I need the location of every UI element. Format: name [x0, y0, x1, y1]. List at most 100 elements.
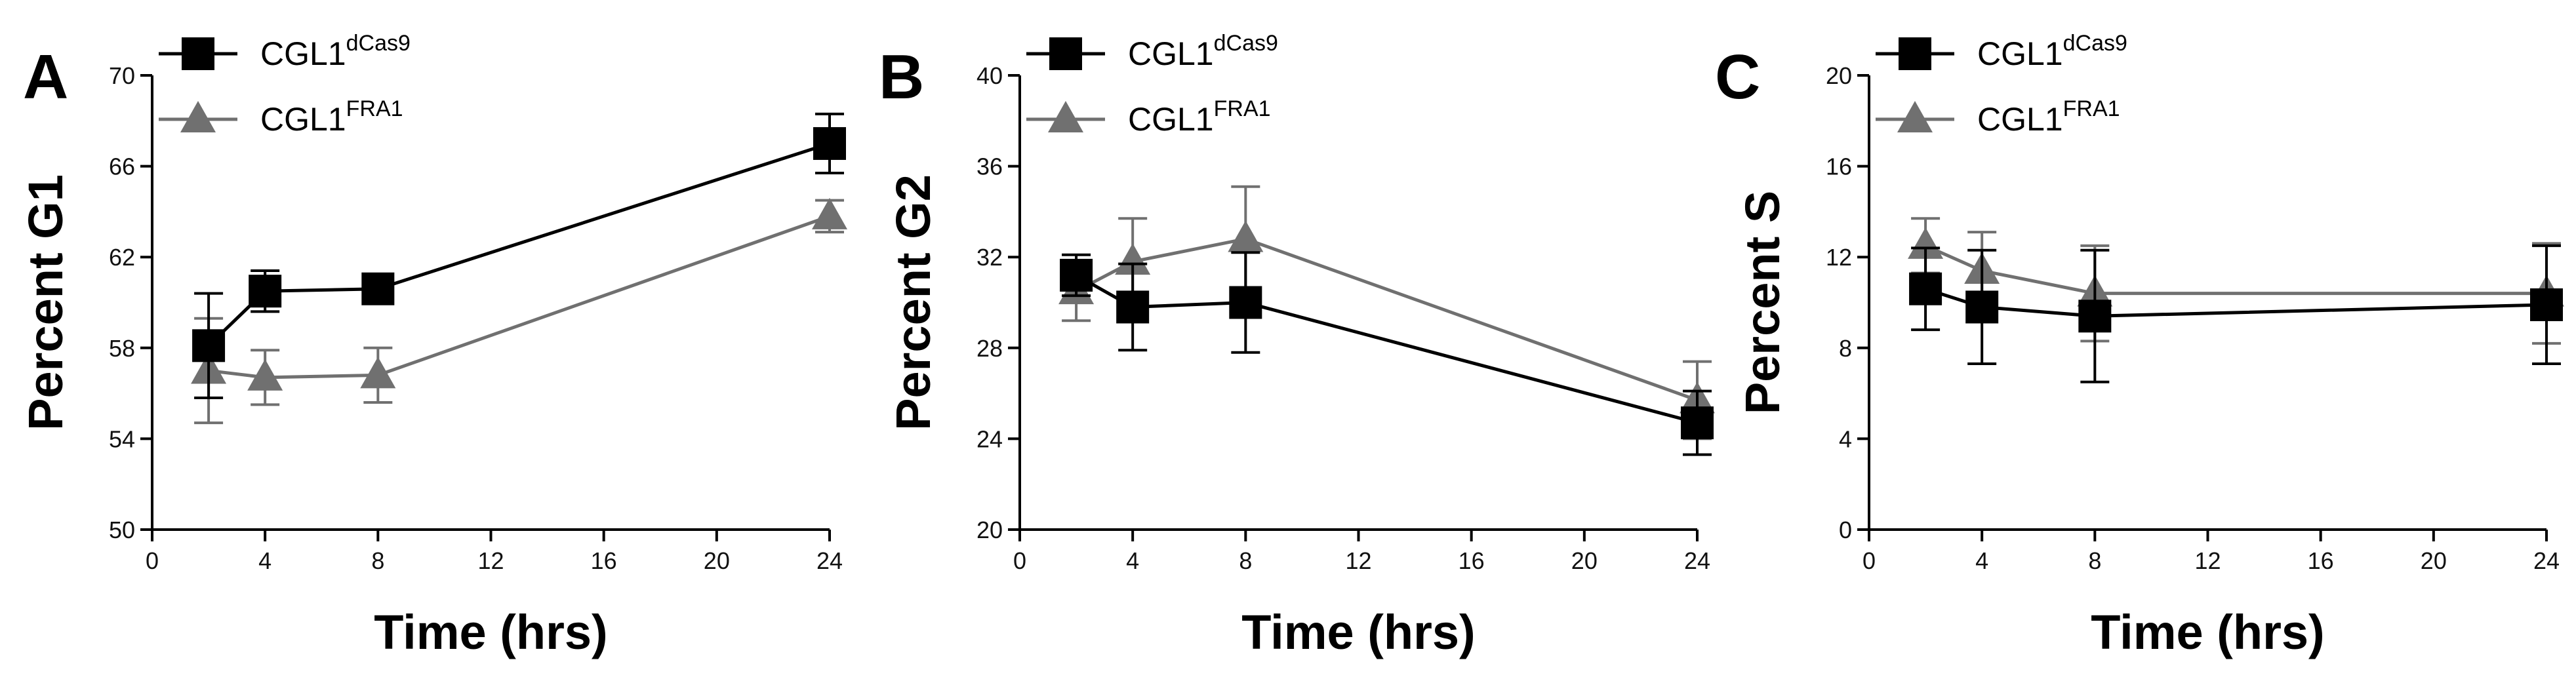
data-point-triangle	[812, 197, 847, 229]
y-tick-label: 66	[109, 153, 135, 180]
data-point-square	[2530, 288, 2563, 321]
x-tick-label: 20	[704, 547, 730, 574]
legend-label-name: CGL1	[1977, 35, 2063, 72]
y-tick-label: 8	[1839, 335, 1852, 362]
x-tick-label: 16	[1459, 547, 1485, 574]
legend-label-name: CGL1	[1977, 101, 2063, 138]
x-tick-label: 24	[2533, 547, 2560, 574]
y-axis-title: Percent S	[1735, 191, 1790, 414]
panel-c: C 0 4 8 12 16 20 0 4 8 12 16 20 24 Time (hrs) Percent S…	[1715, 31, 2564, 659]
panel-letter: B	[879, 42, 924, 112]
legend-marker-triangle	[180, 101, 216, 132]
data-point-triangle	[1115, 243, 1151, 275]
data-point-triangle	[1908, 227, 1944, 259]
panel-letter: C	[1715, 42, 1760, 112]
y-axis-title: Percent G1	[18, 174, 73, 431]
legend-marker-square	[1049, 37, 1082, 70]
data-point-square	[1909, 272, 1942, 305]
panel-a: A 50 54 58 62 66 70 0 4 8 12 16 20 24 Time (hrs) Percen…	[18, 31, 847, 659]
x-tick-label: 4	[1975, 547, 1988, 574]
y-tick-label: 62	[109, 244, 135, 271]
legend-marker-square	[182, 37, 214, 70]
data-point-triangle	[360, 357, 396, 389]
series-dcas9	[1060, 251, 1714, 456]
legend-marker-triangle	[1897, 101, 1933, 132]
y-tick-label: 16	[1826, 153, 1852, 180]
legend-item-dcas9: CGL1dCas9	[159, 31, 411, 72]
legend-label: CGL1FRA1	[1977, 96, 2120, 138]
legend-item-dcas9: CGL1dCas9	[1026, 31, 1278, 72]
x-tick-label: 16	[591, 547, 617, 574]
legend-label-name: CGL1	[260, 101, 346, 138]
series-line	[208, 214, 830, 379]
legend-item-fra1: CGL1FRA1	[159, 96, 403, 138]
panel-letter: A	[23, 42, 68, 112]
x-axis-title: Time (hrs)	[2091, 605, 2324, 659]
series-line	[207, 142, 830, 347]
data-point-square	[192, 329, 226, 362]
data-point-triangle	[247, 359, 283, 391]
x-tick-label: 0	[1013, 547, 1026, 574]
legend-label: CGL1dCas9	[260, 31, 411, 72]
legend-label-superscript: dCas9	[2063, 31, 2127, 56]
x-tick-label: 16	[2308, 547, 2334, 574]
legend-label-name: CGL1	[1128, 101, 1214, 138]
series-dcas9	[192, 112, 846, 400]
legend-label-superscript: dCas9	[346, 31, 411, 56]
x-tick-label: 0	[1862, 547, 1876, 574]
series-line	[1075, 237, 1698, 402]
series-dcas9	[1909, 244, 2563, 383]
legend-label: CGL1dCas9	[1977, 31, 2127, 72]
data-point-square	[361, 272, 395, 305]
x-tick-label: 24	[816, 547, 843, 574]
series-line	[1075, 273, 1698, 425]
legend-item-fra1: CGL1FRA1	[1026, 96, 1271, 138]
data-point-triangle	[1228, 220, 1264, 252]
x-tick-label: 20	[2421, 547, 2447, 574]
data-point-square	[1681, 406, 1714, 440]
y-tick-label: 20	[976, 516, 1003, 543]
x-tick-label: 20	[1571, 547, 1598, 574]
x-axis-title: Time (hrs)	[374, 605, 607, 659]
panel-b: B 20 24 28 32 36 40 0 4 8 12 16 20 24 Time (hrs) Percen…	[879, 31, 1715, 659]
legend-item-fra1: CGL1FRA1	[1876, 96, 2120, 138]
x-tick-label: 24	[1684, 547, 1710, 574]
x-tick-label: 12	[1345, 547, 1371, 574]
y-tick-label: 54	[109, 425, 135, 452]
x-tick-label: 4	[258, 547, 272, 574]
series-fra1	[191, 197, 847, 425]
data-point-square	[2078, 300, 2112, 333]
x-tick-label: 12	[2194, 547, 2221, 574]
series-line	[1925, 287, 2547, 318]
y-tick-label: 40	[976, 62, 1003, 89]
y-tick-label: 32	[976, 244, 1003, 271]
legend-marker-triangle	[1048, 101, 1083, 132]
data-point-square	[1229, 286, 1262, 319]
y-tick-label: 50	[109, 516, 135, 543]
series-line	[1925, 244, 2546, 296]
y-tick-label: 0	[1839, 516, 1852, 543]
x-tick-label: 12	[477, 547, 504, 574]
x-tick-label: 0	[146, 547, 159, 574]
legend-item-dcas9: CGL1dCas9	[1876, 31, 2127, 72]
legend-label-superscript: FRA1	[346, 96, 403, 121]
y-tick-label: 58	[109, 335, 135, 362]
y-axis-title: Percent G2	[886, 174, 940, 431]
y-tick-label: 4	[1839, 425, 1852, 452]
y-tick-label: 28	[976, 335, 1003, 362]
legend-label-name: CGL1	[1128, 35, 1214, 72]
legend-label: CGL1dCas9	[1128, 31, 1278, 72]
x-tick-label: 8	[2088, 547, 2101, 574]
y-tick-label: 70	[109, 62, 135, 89]
legend-label-superscript: FRA1	[2063, 96, 2120, 121]
x-tick-label: 8	[371, 547, 384, 574]
y-tick-label: 20	[1826, 62, 1852, 89]
legend-label-superscript: dCas9	[1214, 31, 1278, 56]
y-tick-label: 24	[976, 425, 1003, 452]
x-tick-label: 8	[1239, 547, 1252, 574]
y-tick-label: 36	[976, 153, 1003, 180]
